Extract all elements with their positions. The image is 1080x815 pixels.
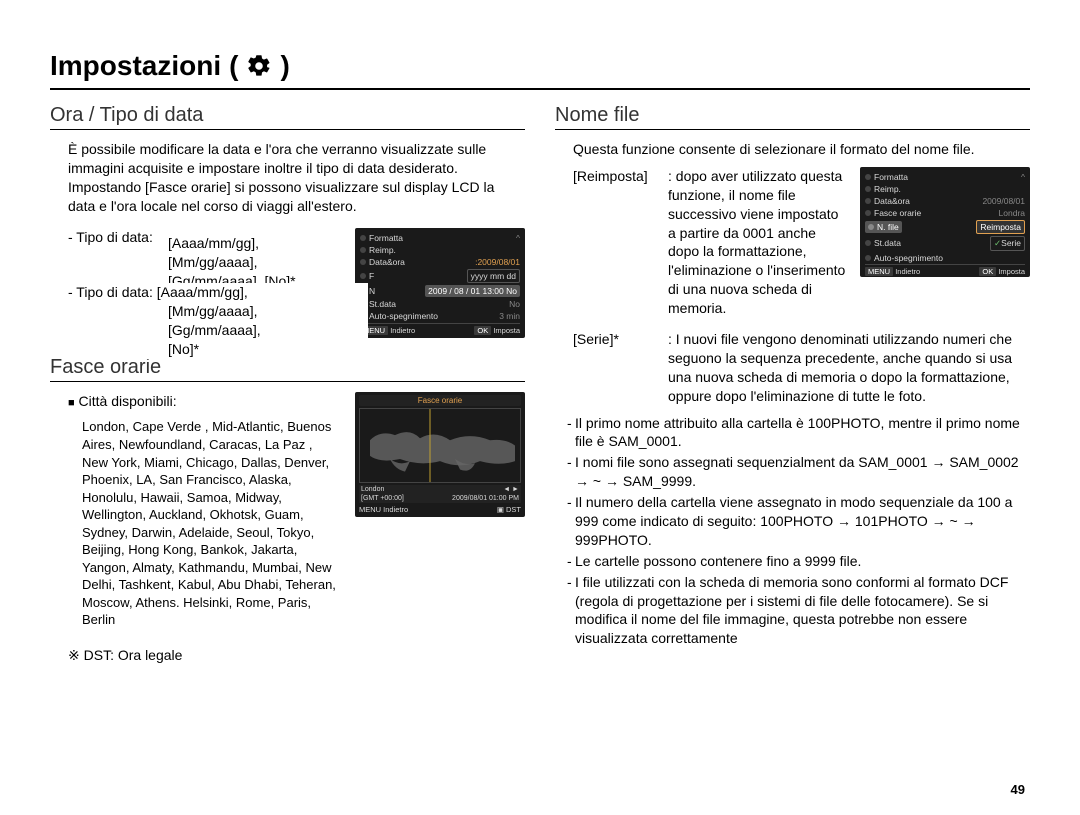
open-paren: ( — [229, 50, 238, 82]
section-heading-fasce: Fasce orarie — [50, 356, 525, 382]
nomefile-bullets: Il primo nome attribuito alla cartella è… — [555, 414, 1030, 649]
dst-note: ※ DST: Ora legale — [50, 647, 525, 664]
cities-label: ■ Città disponibili: — [68, 392, 341, 411]
bullet-item: Le cartelle possono contenere fino a 999… — [567, 552, 1030, 571]
serie-body: : I nuovi file vengono denominati utiliz… — [668, 330, 1030, 406]
section-heading-nomefile: Nome file — [555, 104, 1030, 130]
page-title: Impostazioni ( ) — [50, 50, 1030, 90]
left-column: Ora / Tipo di data È possibile modificar… — [50, 104, 525, 664]
ora-intro: È possibile modificare la data e l'ora c… — [50, 140, 525, 216]
reimposta-label: [Reimposta] — [573, 167, 668, 318]
bullet-item: I file utilizzati con la scheda di memor… — [567, 573, 1030, 649]
right-column: Nome file Questa funzione consente di se… — [555, 104, 1030, 664]
lcd-screenshot-nomefile: Formatta^ Reimp. Data&ora2009/08/01 Fasc… — [860, 167, 1030, 277]
bullet-item: I nomi file sono assegnati sequenzialmen… — [567, 453, 1030, 491]
bullet-item: Il primo nome attribuito alla cartella è… — [567, 414, 1030, 452]
lcd-screenshot-dataora: Formatta^ Reimp. Data&ora:2009/08/01 Fyy… — [355, 228, 525, 338]
bullet-item: Il numero della cartella viene assegnato… — [567, 493, 1030, 550]
reimposta-body: : dopo aver utilizzato questa funzione, … — [668, 167, 846, 318]
page-number: 49 — [1011, 782, 1025, 797]
gear-icon — [246, 53, 272, 79]
nomefile-intro: Questa funzione consente di selezionare … — [555, 140, 1030, 159]
page-title-text: Impostazioni — [50, 50, 221, 82]
cities-list: London, Cape Verde , Mid-Atlantic, Bueno… — [68, 418, 341, 629]
lcd-screenshot-fasce: Fasce orarie London ◄ ► [GMT +00:00] — [355, 392, 525, 517]
close-paren: ) — [280, 50, 289, 82]
section-heading-ora: Ora / Tipo di data — [50, 104, 525, 130]
serie-label: [Serie]* — [573, 330, 668, 406]
